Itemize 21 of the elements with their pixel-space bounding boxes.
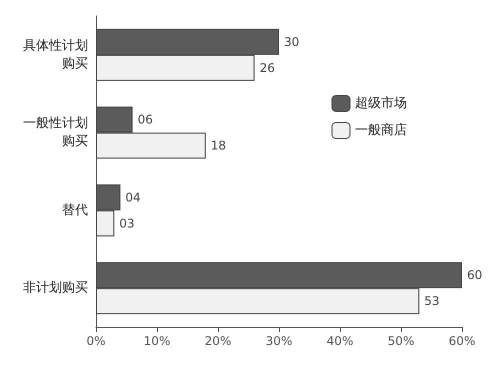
x-tick-label: 0% bbox=[86, 334, 106, 348]
data-label: 03 bbox=[119, 216, 135, 230]
y-tick-label: 替代 bbox=[62, 202, 88, 218]
data-label: 53 bbox=[424, 294, 440, 308]
data-label: 18 bbox=[210, 138, 226, 153]
y-tick-label: 具体性计划购买 bbox=[23, 38, 88, 72]
x-tick-label: 10% bbox=[144, 334, 170, 348]
x-tick-label: 30% bbox=[266, 334, 292, 348]
y-tick-label: 一般性计划购买 bbox=[23, 116, 88, 150]
x-tick-label: 40% bbox=[326, 334, 354, 348]
data-label: 30 bbox=[284, 34, 300, 49]
x-tick-label: 60% bbox=[448, 334, 476, 348]
legend-label: 一般商店 bbox=[355, 122, 407, 138]
data-label: 26 bbox=[260, 60, 275, 75]
y-tick-label: 非计划购买 bbox=[23, 280, 88, 296]
data-label: 06 bbox=[138, 112, 153, 127]
x-tick-label: 50% bbox=[388, 334, 414, 348]
legend-label: 超级市场 bbox=[355, 96, 407, 111]
x-tick-label: 20% bbox=[204, 334, 232, 348]
data-label: 04 bbox=[125, 190, 141, 204]
data-label: 60 bbox=[467, 268, 482, 282]
